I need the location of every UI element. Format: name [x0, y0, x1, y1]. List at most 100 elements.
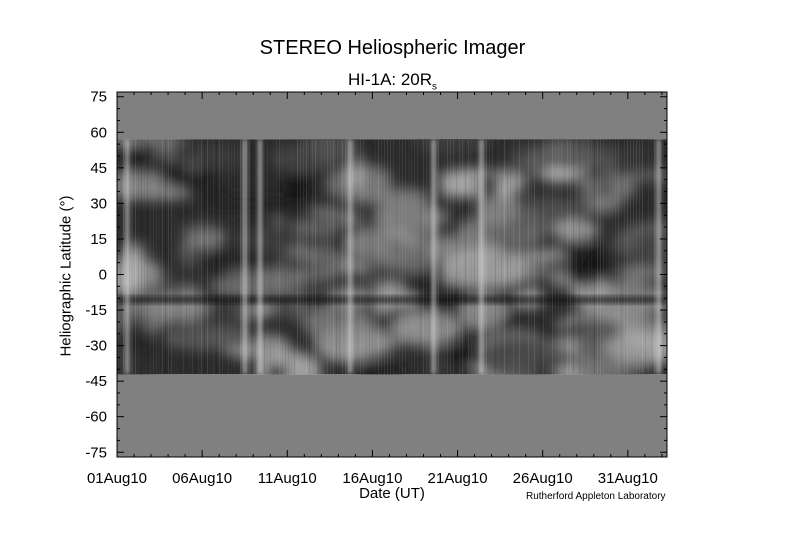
striation — [579, 139, 580, 375]
chart-subtitle: HI-1A: 20Rs — [0, 70, 785, 92]
striation — [546, 139, 547, 375]
striation — [504, 139, 505, 375]
striation — [138, 139, 139, 375]
heatmap-blob — [211, 282, 263, 292]
striation — [207, 139, 208, 375]
striation — [585, 139, 586, 375]
y-tick-label: -60 — [85, 409, 107, 426]
bright-track — [479, 139, 483, 375]
heatmap-blob — [282, 173, 311, 200]
striation — [249, 139, 250, 375]
striation — [231, 139, 232, 375]
striation — [147, 139, 148, 375]
striation — [438, 139, 439, 375]
striation — [327, 139, 328, 375]
striation — [144, 139, 145, 375]
x-tick-label: 26Aug10 — [513, 470, 573, 487]
striation — [279, 139, 280, 375]
striation — [534, 139, 535, 375]
heatmap-blob — [124, 144, 143, 174]
striation — [552, 139, 553, 375]
striation — [153, 139, 154, 375]
heatmap-blob — [477, 338, 571, 375]
striation — [357, 139, 358, 375]
striation — [642, 139, 643, 375]
subtitle-subscript: s — [432, 81, 438, 93]
striation — [549, 139, 550, 375]
heatmap-blob — [285, 261, 346, 270]
striation — [291, 139, 292, 375]
striation — [606, 139, 607, 375]
striation — [267, 139, 268, 375]
plot-area — [117, 92, 667, 457]
x-tick-label: 21Aug10 — [428, 470, 488, 487]
heatmap-blob — [117, 139, 189, 145]
striation — [186, 139, 187, 375]
striation — [408, 139, 409, 375]
heatmap-blob — [372, 247, 440, 274]
striation — [171, 139, 172, 375]
striation — [630, 139, 631, 375]
bright-track — [432, 139, 436, 375]
heatmap-blob — [552, 219, 599, 241]
y-tick-label: 15 — [90, 231, 107, 248]
striation — [567, 139, 568, 375]
striation — [300, 139, 301, 375]
striation — [363, 139, 364, 375]
y-tick-label: 30 — [90, 195, 107, 212]
heatmap-blob — [264, 363, 289, 375]
y-tick-label: -45 — [85, 373, 107, 390]
striation — [591, 139, 592, 375]
heatmap-blob — [278, 223, 295, 239]
striation — [498, 139, 499, 375]
striation — [429, 139, 430, 375]
heatmap-blob — [391, 311, 461, 347]
striation — [156, 139, 157, 375]
heatmap-blob — [306, 139, 356, 161]
heatmap-blob — [574, 177, 604, 191]
striation — [174, 139, 175, 375]
striation — [216, 139, 217, 375]
striation — [342, 139, 343, 375]
striation — [474, 139, 475, 375]
striation — [453, 139, 454, 375]
striation — [654, 139, 655, 375]
striation — [561, 139, 562, 375]
bright-track — [348, 139, 352, 375]
striation — [321, 139, 322, 375]
striation — [255, 139, 256, 375]
striation — [270, 139, 271, 375]
striation — [507, 139, 508, 375]
striation — [228, 139, 229, 375]
striation — [123, 139, 124, 375]
heatmap-blob — [127, 247, 144, 290]
striation — [384, 139, 385, 375]
heatmap-blob — [209, 245, 228, 282]
striation — [273, 139, 274, 375]
striation — [492, 139, 493, 375]
striation — [240, 139, 241, 375]
striation — [192, 139, 193, 375]
striation — [663, 139, 664, 375]
striation — [564, 139, 565, 375]
striation — [309, 139, 310, 375]
striation — [612, 139, 613, 375]
striation — [609, 139, 610, 375]
striation — [423, 139, 424, 375]
striation — [531, 139, 532, 375]
striation — [213, 139, 214, 375]
heatmap-blob — [566, 196, 593, 212]
striation — [540, 139, 541, 375]
striation — [639, 139, 640, 375]
striation — [246, 139, 247, 375]
x-axis-label: Date (UT) — [359, 485, 425, 502]
striation — [441, 139, 442, 375]
striation — [165, 139, 166, 375]
striation — [651, 139, 652, 375]
striation — [354, 139, 355, 375]
striation — [477, 139, 478, 375]
y-tick-label: -30 — [85, 338, 107, 355]
heatmap-blob — [117, 320, 151, 353]
striation — [522, 139, 523, 375]
striation — [486, 139, 487, 375]
